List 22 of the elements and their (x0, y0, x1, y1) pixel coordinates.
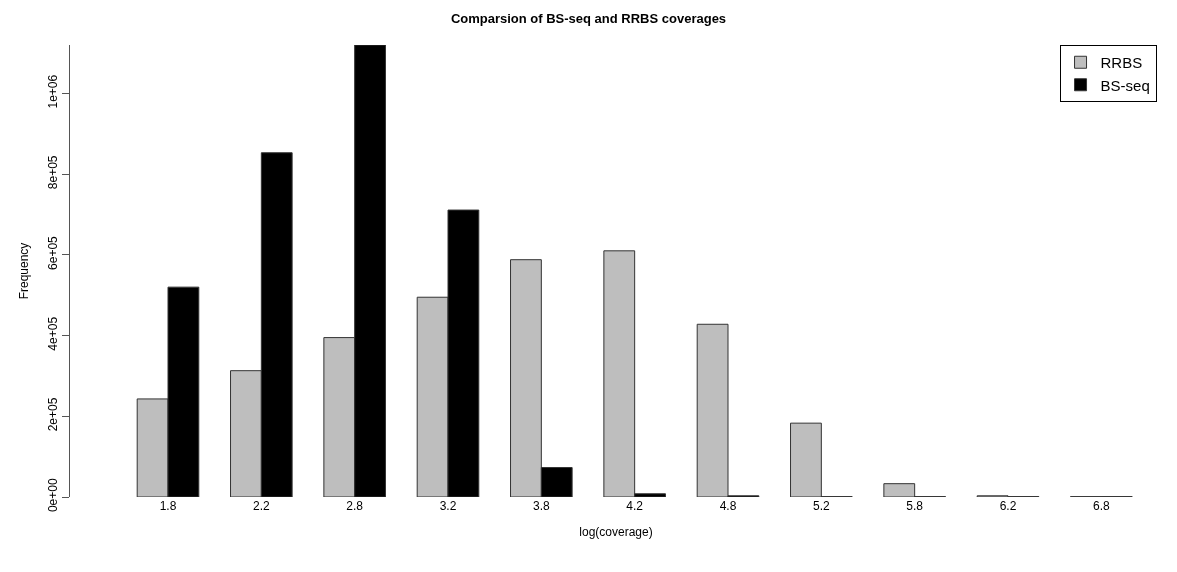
x-axis-title: log(coverage) (579, 524, 653, 539)
x-tick-label: 5.2 (812, 499, 830, 513)
y-tick-label: 6e+05 (46, 235, 61, 270)
x-tick-label: 2.2 (252, 499, 270, 513)
y-tick-label: 1e+06 (46, 74, 61, 109)
y-tick-label: 0e+00 (46, 478, 61, 513)
x-tick-label: 3.8 (532, 499, 550, 513)
y-tick-label: 8e+05 (46, 155, 61, 190)
y-tick-label: 2e+05 (46, 397, 61, 432)
x-tick-label: 1.8 (159, 499, 177, 513)
x-tick-label: 4.2 (626, 499, 644, 513)
x-tick-label: 5.8 (906, 499, 924, 513)
x-tick-label: 3.2 (439, 499, 457, 513)
x-tick-label: 6.2 (999, 499, 1017, 513)
y-tick-label: 4e+05 (46, 316, 61, 351)
x-tick-label: 4.8 (719, 499, 737, 513)
legend-label: RRBS (1100, 54, 1143, 72)
legend-label: BS-seq (1100, 76, 1150, 94)
y-axis-title: Frequency (16, 242, 31, 300)
x-tick-label: 6.8 (1092, 499, 1110, 513)
chart-title: Comparsion of BS-seq and RRBS coverages (450, 11, 727, 27)
x-tick-label: 2.8 (346, 499, 364, 513)
